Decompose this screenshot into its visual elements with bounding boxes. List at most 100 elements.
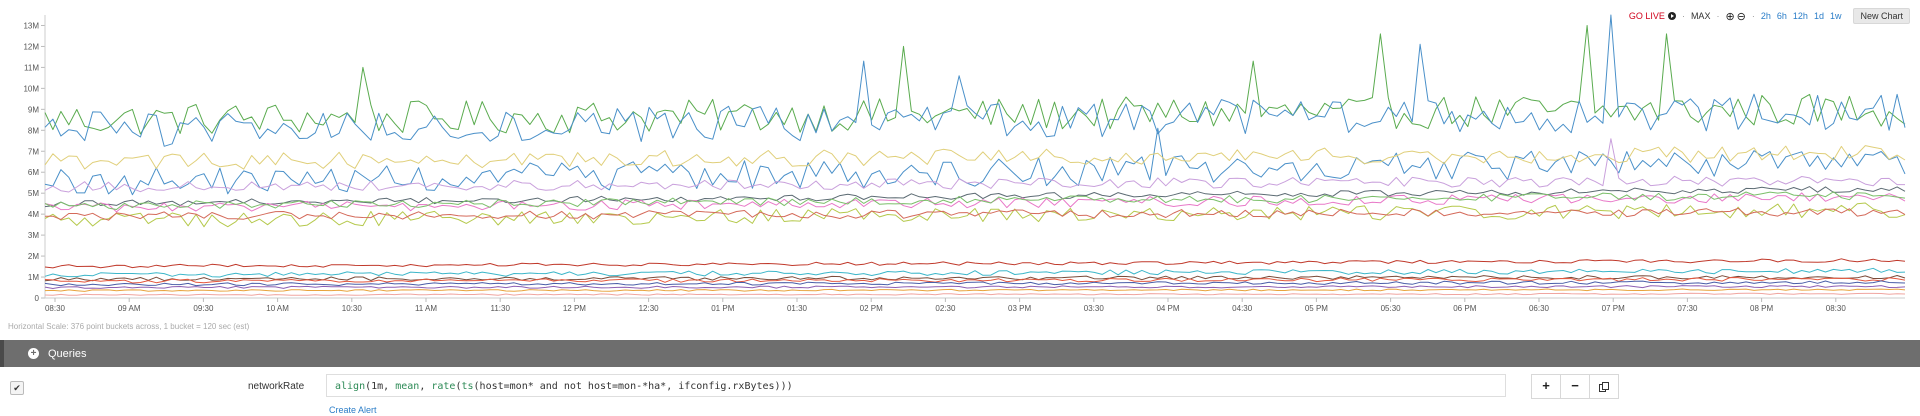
new-chart-button[interactable]: New Chart <box>1853 8 1910 24</box>
x-tick-label: 11 AM <box>415 304 437 313</box>
series-line <box>44 285 1906 289</box>
range-6h-button[interactable]: 6h <box>1776 11 1787 21</box>
y-tick-label: 10M <box>23 84 39 93</box>
separator: · <box>1681 11 1685 21</box>
series-line <box>44 292 1906 296</box>
series-line <box>44 145 1906 170</box>
checkmark-icon: ✔ <box>13 383 21 393</box>
go-live-label: GO LIVE <box>1628 11 1665 21</box>
x-tick-label: 12:30 <box>639 304 660 313</box>
series-line <box>44 258 1906 269</box>
x-tick-label: 07 PM <box>1602 304 1625 313</box>
x-tick-label: 04:30 <box>1232 304 1253 313</box>
series-line <box>44 192 1906 213</box>
query-token: , <box>419 381 432 392</box>
query-actions: + − <box>1531 374 1619 399</box>
query-enabled-checkbox[interactable]: ✔ <box>10 381 24 395</box>
y-tick-label: 6M <box>28 168 39 177</box>
x-tick-label: 09:30 <box>193 304 214 313</box>
x-tick-label: 01:30 <box>787 304 808 313</box>
y-tick-label: 2M <box>28 252 39 261</box>
x-tick-label: 06 PM <box>1453 304 1476 313</box>
y-tick-label: 5M <box>28 189 39 198</box>
series-line <box>44 202 1906 228</box>
query-token-fn: align <box>335 381 366 392</box>
x-tick-label: 12 PM <box>563 304 586 313</box>
x-tick-label: 03 PM <box>1008 304 1031 313</box>
x-tick-label: 08:30 <box>45 304 66 313</box>
x-tick-label: 09 AM <box>118 304 141 313</box>
x-tick-label: 07:30 <box>1677 304 1698 313</box>
plus-icon: + <box>1542 378 1550 393</box>
y-tick-label: 3M <box>28 231 39 240</box>
go-live-button[interactable]: GO LIVE <box>1629 11 1676 21</box>
remove-query-button[interactable]: − <box>1560 374 1590 399</box>
x-tick-label: 08:30 <box>1826 304 1847 313</box>
range-1w-button[interactable]: 1w <box>1829 11 1842 21</box>
series-line <box>44 288 1906 292</box>
queries-header[interactable]: + Queries <box>0 340 1920 367</box>
chart-toolbar: GO LIVE · MAX · ⊕ ⊖ · 2h 6h 12h 1d 1w Ne… <box>1629 8 1910 24</box>
y-tick-label: 8M <box>28 126 39 135</box>
separator: · <box>1751 11 1755 21</box>
line-chart: 0 1M 2M 3M 4M 5M 6M 7M 8M 9M 10M 11M 12M 13M 08:30 09 A… <box>23 14 1906 313</box>
query-token-fn: mean <box>395 381 420 392</box>
series-line <box>44 186 1906 208</box>
chart-area: 0 1M 2M 3M 4M 5M 6M 7M 8M 9M 10M 11M 12M 13M 08:30 09 A… <box>8 8 1910 331</box>
queries-strip <box>0 340 4 367</box>
y-tick-label: 7M <box>28 147 39 156</box>
query-token-fn: rate <box>431 381 456 392</box>
max-button[interactable]: MAX <box>1690 11 1711 21</box>
series-line <box>44 191 1906 210</box>
add-query-button[interactable]: + <box>1531 374 1561 399</box>
x-tick-label: 03:30 <box>1084 304 1105 313</box>
series-line <box>44 275 1906 282</box>
plus-circle-icon[interactable]: + <box>28 348 39 359</box>
record-icon <box>1667 12 1676 20</box>
series-line <box>44 267 1906 278</box>
x-tick-label: 04 PM <box>1156 304 1179 313</box>
zoom-in-icon[interactable]: ⊕ <box>1725 10 1735 23</box>
y-tick-label: 1M <box>28 273 39 282</box>
series-line <box>44 280 1906 287</box>
x-tick-label: 02 PM <box>860 304 883 313</box>
queries-title: Queries <box>48 347 87 360</box>
series-line <box>45 207 1906 221</box>
x-tick-label: 06:30 <box>1529 304 1550 313</box>
copy-query-button[interactable] <box>1589 374 1619 399</box>
x-tick-label: 11:30 <box>490 304 510 313</box>
range-2h-button[interactable]: 2h <box>1760 11 1771 21</box>
zoom-out-icon[interactable]: ⊖ <box>1736 10 1746 23</box>
query-token: (1m, <box>365 381 396 392</box>
query-token: ( <box>455 381 462 392</box>
y-tick-label: 11M <box>24 63 39 72</box>
query-token: (host=mon* and not host=mon-*ha*, ifconf… <box>473 381 793 392</box>
create-alert-link[interactable]: Create Alert <box>329 405 377 415</box>
x-tick-label: 01 PM <box>711 304 734 313</box>
x-tick-label: 05:30 <box>1381 304 1402 313</box>
x-tick-label: 10:30 <box>342 304 363 313</box>
query-input[interactable]: align(1m, mean, rate(ts(host=mon* and no… <box>326 374 1506 397</box>
query-name: networkRate <box>248 381 305 392</box>
y-tick-label: 0 <box>35 294 40 303</box>
series-line <box>44 14 1906 147</box>
x-tick-label: 05 PM <box>1305 304 1328 313</box>
y-tick-label: 13M <box>23 21 39 30</box>
x-tick-label: 02:30 <box>935 304 956 313</box>
y-tick-label: 4M <box>28 210 39 219</box>
x-tick-label: 08 PM <box>1750 304 1773 313</box>
x-tick-label: 10 AM <box>266 304 289 313</box>
series-line <box>44 138 1905 193</box>
copy-icon <box>1599 381 1609 392</box>
series-line <box>44 277 1906 284</box>
minus-icon: − <box>1571 378 1579 393</box>
separator: · <box>1716 11 1720 21</box>
y-tick-label: 9M <box>28 105 39 114</box>
horizontal-scale-note: Horizontal Scale: 376 point buckets acro… <box>8 322 250 331</box>
series-line <box>44 127 1906 196</box>
query-row: ✔ networkRate align(1m, mean, rate(ts(ho… <box>0 373 1920 403</box>
range-12h-button[interactable]: 12h <box>1792 11 1808 21</box>
query-token-fn: ts <box>461 381 474 392</box>
range-1d-button[interactable]: 1d <box>1813 11 1824 21</box>
y-tick-label: 12M <box>23 42 39 51</box>
